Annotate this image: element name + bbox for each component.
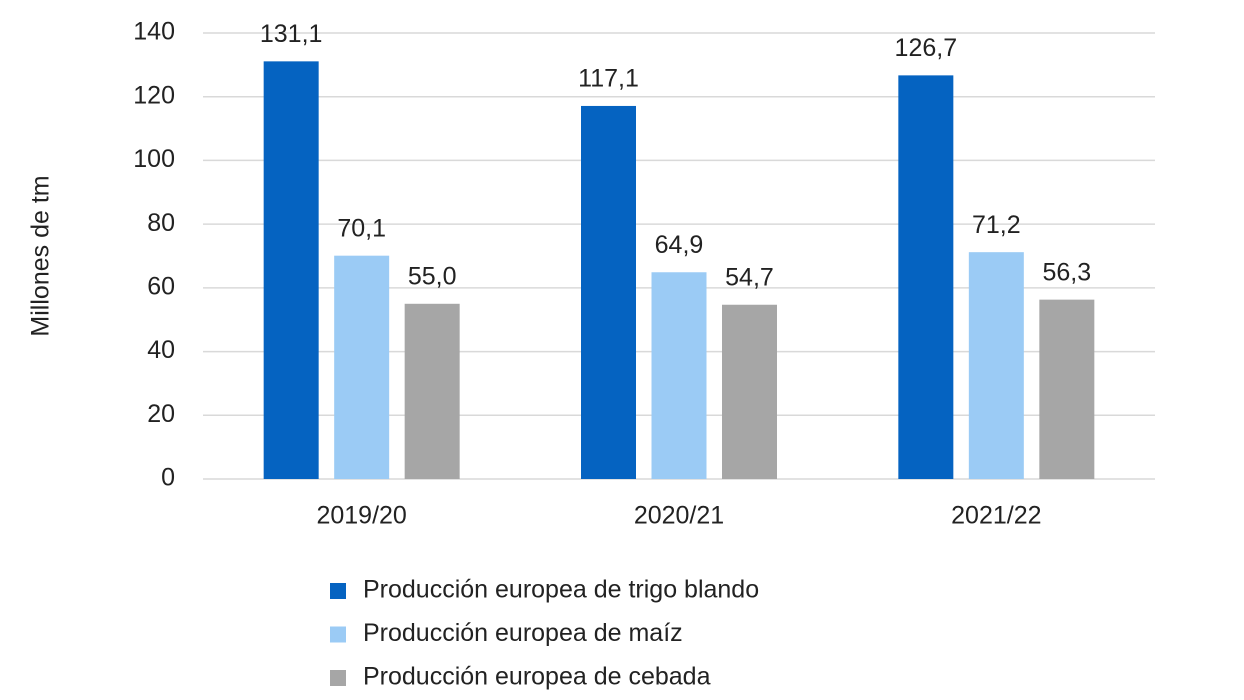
y-axis-title: Millones de tm — [27, 175, 55, 336]
data-label: 64,9 — [655, 231, 704, 259]
bar — [651, 272, 707, 479]
y-tick-label: 20 — [147, 400, 175, 428]
y-tick-label: 140 — [133, 18, 175, 46]
legend-swatch — [330, 583, 346, 599]
data-label: 131,1 — [260, 20, 323, 48]
legend-label: Producción europea de maíz — [363, 619, 683, 647]
y-tick-label: 60 — [147, 272, 175, 300]
data-label: 54,7 — [725, 263, 774, 291]
bar — [968, 252, 1024, 479]
legend-label: Producción europea de cebada — [363, 663, 711, 691]
bar — [581, 105, 636, 480]
legend-label: Producción europea de trigo blando — [363, 576, 759, 604]
bar — [1039, 299, 1095, 479]
bar — [334, 255, 390, 479]
y-tick-label: 80 — [147, 209, 175, 237]
bar — [898, 75, 954, 480]
data-label: 117,1 — [578, 65, 639, 93]
bar — [722, 304, 777, 479]
data-label: 56,3 — [1042, 258, 1091, 286]
legend-swatch — [330, 670, 346, 686]
x-tick-label: 2020/21 — [634, 502, 724, 530]
data-label: 71,2 — [972, 211, 1021, 239]
y-tick-label: 0 — [161, 464, 175, 492]
y-tick-label: 40 — [147, 336, 175, 364]
x-tick-label: 2019/20 — [316, 502, 406, 530]
y-tick-label: 100 — [133, 145, 175, 173]
y-tick-label: 120 — [133, 81, 175, 109]
data-label: 70,1 — [337, 214, 386, 242]
legend-swatch — [330, 626, 346, 643]
x-tick-label: 2021/22 — [951, 502, 1041, 530]
data-label: 55,0 — [408, 262, 457, 290]
bar — [404, 303, 460, 479]
data-label: 126,7 — [895, 34, 958, 62]
bar — [263, 61, 319, 480]
